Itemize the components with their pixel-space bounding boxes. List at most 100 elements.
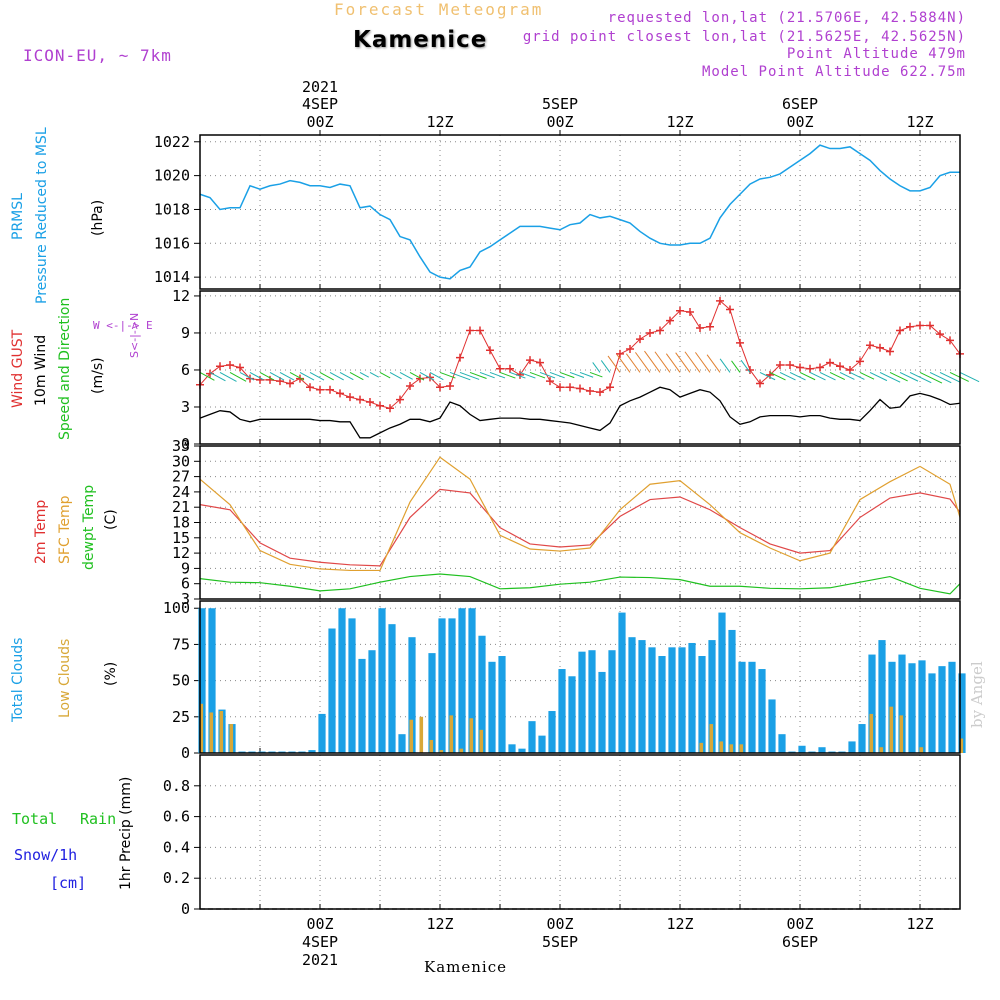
y-tick-label: 0.8	[163, 777, 190, 795]
total-cloud-bar	[398, 734, 406, 753]
top-axis-hour: 12Z	[906, 113, 933, 131]
wind-dir-arrow	[929, 371, 952, 384]
gust-marker	[396, 395, 404, 404]
total-cloud-bar	[908, 663, 916, 753]
wind-dir-arrow	[849, 371, 865, 380]
footer-location: Kamenice	[424, 958, 507, 976]
point-altitude: Point Altitude 479m	[786, 46, 966, 62]
low-cloud-bar	[459, 748, 464, 753]
y-tick-label: 1014	[154, 268, 190, 286]
total-cloud-bar	[748, 661, 756, 753]
snow-cm-label: [cm]	[50, 874, 87, 892]
low-cloud-bar	[869, 713, 874, 753]
low-cloud-bar	[219, 711, 224, 753]
gust-marker	[376, 401, 384, 410]
wind-dir-arrow	[600, 360, 611, 373]
y-tick-label: 1020	[154, 167, 190, 185]
y-tick-label: 0	[181, 900, 190, 918]
total-cloud-bar	[578, 651, 586, 753]
gust-marker	[566, 383, 574, 392]
low-cloud-bar	[879, 747, 884, 753]
gust-marker	[336, 389, 344, 398]
y-tick-label: 100	[163, 599, 190, 617]
gust-marker	[506, 364, 514, 373]
total-cloud-bar	[198, 608, 206, 753]
gust-marker	[886, 347, 894, 356]
y-tick-label: 15	[172, 529, 190, 547]
total-cloud-bar	[848, 741, 856, 753]
wind-dir-arrow	[509, 371, 526, 379]
top-axis-hour: 00Z	[786, 113, 813, 131]
low-cloud-bar	[479, 729, 484, 753]
gust-marker	[436, 383, 444, 392]
snow-label: Snow/1h	[14, 846, 78, 864]
wind-dir-arrow	[399, 371, 413, 380]
total-cloud-bar	[628, 637, 636, 753]
total-cloud-bar	[958, 673, 966, 753]
total-cloud-bar	[708, 640, 716, 753]
wind-dir-arrow	[759, 371, 776, 381]
total-cloud-bar	[378, 608, 386, 753]
gust-marker	[836, 362, 844, 371]
wind-dir-arrow	[589, 371, 603, 378]
low-cloud-bar	[409, 719, 414, 753]
gust-marker	[876, 343, 884, 352]
total-cloud-bar	[488, 661, 496, 753]
top-axis-date: 6SEP	[782, 95, 818, 113]
model-altitude: Model Point Altitude 622.75m	[701, 64, 966, 80]
gust-marker	[366, 398, 374, 407]
y-tick-label: 9	[181, 324, 190, 342]
total-cloud-bar	[648, 647, 656, 753]
wind-dir-arrow	[819, 371, 836, 381]
total-cloud-bar	[408, 637, 416, 753]
gust-marker	[306, 383, 314, 392]
y-tick-label: 75	[172, 635, 190, 653]
gust-marker	[546, 377, 554, 386]
rain-label: Rain	[80, 810, 117, 828]
wind-dir-arrow	[339, 371, 354, 381]
gust-marker	[926, 321, 934, 330]
gust-marker	[226, 361, 234, 370]
y-tick-label: 33	[172, 437, 190, 455]
wind-dir-arrow	[779, 371, 796, 381]
total-cloud-bar	[868, 654, 876, 753]
gust-marker	[706, 322, 714, 331]
wind-dir-arrow	[409, 371, 425, 381]
wind-dir-arrow	[219, 371, 237, 382]
total-cloud-bar	[388, 624, 396, 753]
wind-dir-arrow	[731, 360, 741, 373]
gust-marker	[696, 324, 704, 333]
gust-marker	[676, 306, 684, 315]
total-cloud-bar	[498, 656, 506, 753]
low-cloud-bar	[209, 712, 214, 753]
gust-marker	[316, 385, 324, 394]
wind-dir-arrow	[359, 371, 370, 378]
total-cloud-bar	[948, 661, 956, 753]
gust-marker	[726, 305, 734, 314]
wind-dir-arrow	[429, 371, 444, 381]
panel-frame	[199, 134, 961, 290]
low-cloud-bar	[729, 744, 734, 753]
total-cloud-bar	[728, 629, 736, 753]
top-axis-hour: 00Z	[546, 113, 573, 131]
top-axis-hour: 12Z	[426, 113, 453, 131]
total-cloud-bar	[358, 658, 366, 753]
gust-marker	[666, 316, 674, 325]
y-tick-label: 3	[181, 590, 190, 608]
panel-frame	[199, 600, 961, 754]
wind-dir-arrow	[644, 350, 661, 373]
wind-dir-arrow	[695, 352, 711, 373]
total-cloud-bar	[478, 635, 486, 753]
wind-dir-arrow	[769, 371, 786, 381]
wind-dir-arrow	[654, 351, 671, 373]
total-cloud-bar	[938, 666, 946, 753]
bottom-axis-date: 5SEP	[542, 933, 578, 951]
panel-frame	[199, 445, 961, 600]
wind-dir-arrow	[719, 358, 731, 373]
wind-dir-arrow	[799, 371, 816, 381]
wind-dir-arrow	[349, 371, 364, 381]
wind-dir-arrow	[259, 371, 275, 381]
model-label: ICON-EU, ~ 7km	[23, 46, 172, 65]
y-tick-label: 1018	[154, 200, 190, 218]
